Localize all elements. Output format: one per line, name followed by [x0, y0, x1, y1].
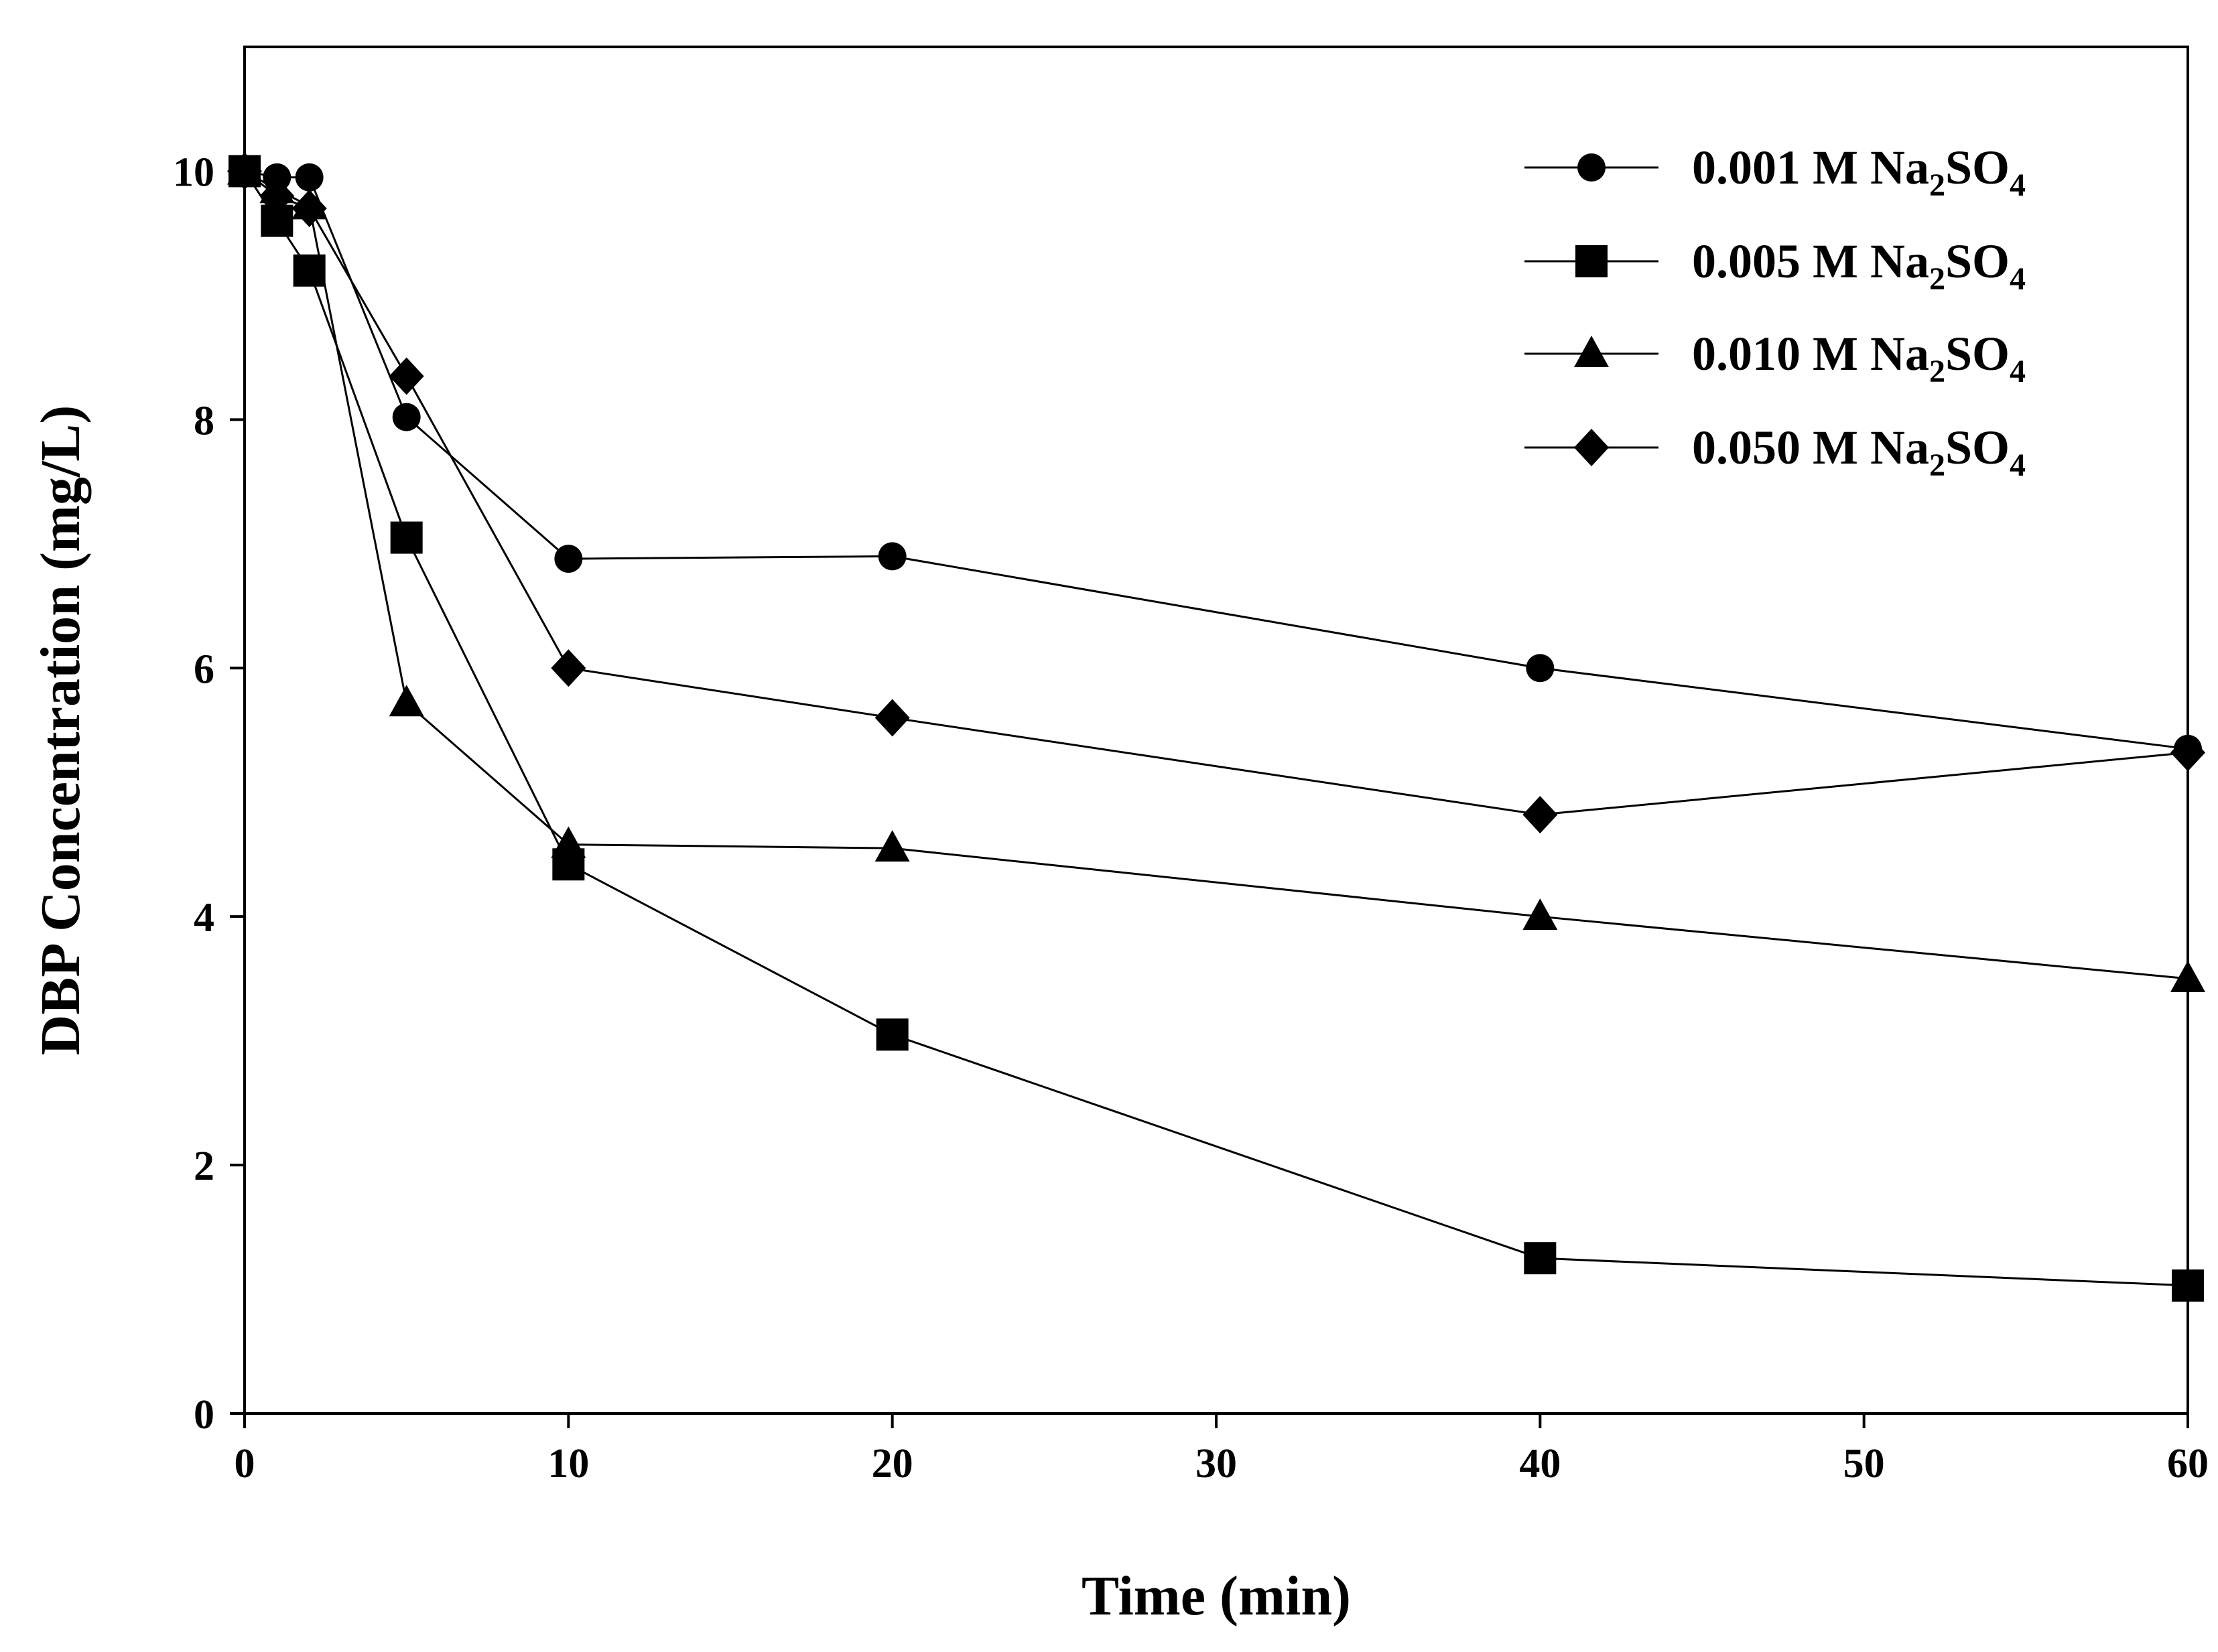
- data-point: [2170, 960, 2205, 992]
- data-point: [551, 649, 586, 687]
- legend-text-part: 0.050 M Na: [1692, 421, 1929, 474]
- legend-entry-4: 0.050 M Na2SO4: [1524, 421, 2026, 483]
- data-point: [390, 521, 423, 554]
- data-point: [1524, 1242, 1557, 1275]
- axes: 0 10 20 30 40 50 60 0 2 4 6 8 10: [173, 46, 2209, 1487]
- legend-subscript: 2: [1929, 261, 1945, 297]
- legend-text-part: 0.001 M Na: [1692, 141, 1929, 194]
- data-point: [876, 1018, 909, 1051]
- legend-text-part: SO: [1945, 327, 2010, 381]
- legend-label: 0.050 M Na2SO4: [1692, 421, 2026, 483]
- legend-entry-2: 0.005 M Na2SO4: [1524, 234, 2026, 297]
- x-tick-label: 40: [1519, 1441, 1561, 1487]
- data-point: [389, 685, 424, 717]
- x-axis-title: Time (min): [1082, 1565, 1351, 1627]
- x-tick-label: 0: [235, 1441, 255, 1487]
- legend-text-part: 0.010 M Na: [1692, 327, 1929, 381]
- y-tick-label: 4: [194, 895, 214, 941]
- legend-subscript: 4: [2010, 354, 2026, 389]
- data-point: [295, 163, 324, 192]
- legend-label: 0.010 M Na2SO4: [1692, 327, 2026, 389]
- series-layer: [227, 152, 2205, 1302]
- data-point: [2172, 1269, 2204, 1302]
- legend-entry-1: 0.001 M Na2SO4: [1524, 141, 2026, 203]
- legend-subscript: 2: [1929, 167, 1945, 203]
- legend-label: 0.001 M Na2SO4: [1692, 141, 2026, 203]
- legend-subscript: 4: [2010, 448, 2026, 483]
- legend-subscript: 4: [2010, 167, 2026, 203]
- data-point: [259, 177, 295, 215]
- x-tick-label: 60: [2167, 1441, 2209, 1487]
- data-point: [291, 190, 327, 228]
- x-tick-label: 10: [547, 1441, 589, 1487]
- data-point: [878, 542, 907, 571]
- legend-text-part: SO: [1945, 234, 2010, 288]
- y-tick-label: 2: [194, 1144, 214, 1189]
- data-point: [554, 545, 583, 573]
- y-tick-label: 10: [173, 149, 214, 195]
- data-point: [2170, 734, 2205, 772]
- legend-marker: [1575, 245, 1608, 277]
- y-tick-label: 8: [194, 398, 214, 443]
- legend-marker: [1574, 429, 1609, 466]
- data-point: [874, 830, 910, 862]
- legend-marker: [1577, 153, 1606, 182]
- x-tick-label: 20: [872, 1441, 913, 1487]
- legend-subscript: 2: [1929, 448, 1945, 483]
- y-tick-label: 0: [194, 1392, 214, 1438]
- x-tick-label: 30: [1195, 1441, 1237, 1487]
- data-point: [389, 357, 424, 395]
- legend-marker: [1574, 336, 1609, 367]
- data-point: [874, 699, 910, 737]
- series-4: [227, 152, 2205, 834]
- legend-text-part: 0.005 M Na: [1692, 234, 1929, 288]
- legend-subscript: 2: [1929, 354, 1945, 389]
- legend-text-part: SO: [1945, 141, 2010, 194]
- legend-text-part: SO: [1945, 421, 2010, 474]
- legend-label: 0.005 M Na2SO4: [1692, 234, 2026, 297]
- data-point: [1526, 654, 1555, 683]
- legend-subscript: 4: [2010, 261, 2026, 297]
- x-tick-label: 50: [1843, 1441, 1885, 1487]
- y-tick-label: 6: [194, 646, 214, 692]
- data-point: [1522, 898, 1558, 931]
- legend-entry-3: 0.010 M Na2SO4: [1524, 327, 2026, 389]
- data-point: [1522, 796, 1558, 834]
- data-point: [551, 826, 586, 858]
- data-point: [227, 152, 262, 190]
- y-axis-title: DBP Concentration (mg/L): [29, 405, 92, 1056]
- data-point: [392, 403, 421, 431]
